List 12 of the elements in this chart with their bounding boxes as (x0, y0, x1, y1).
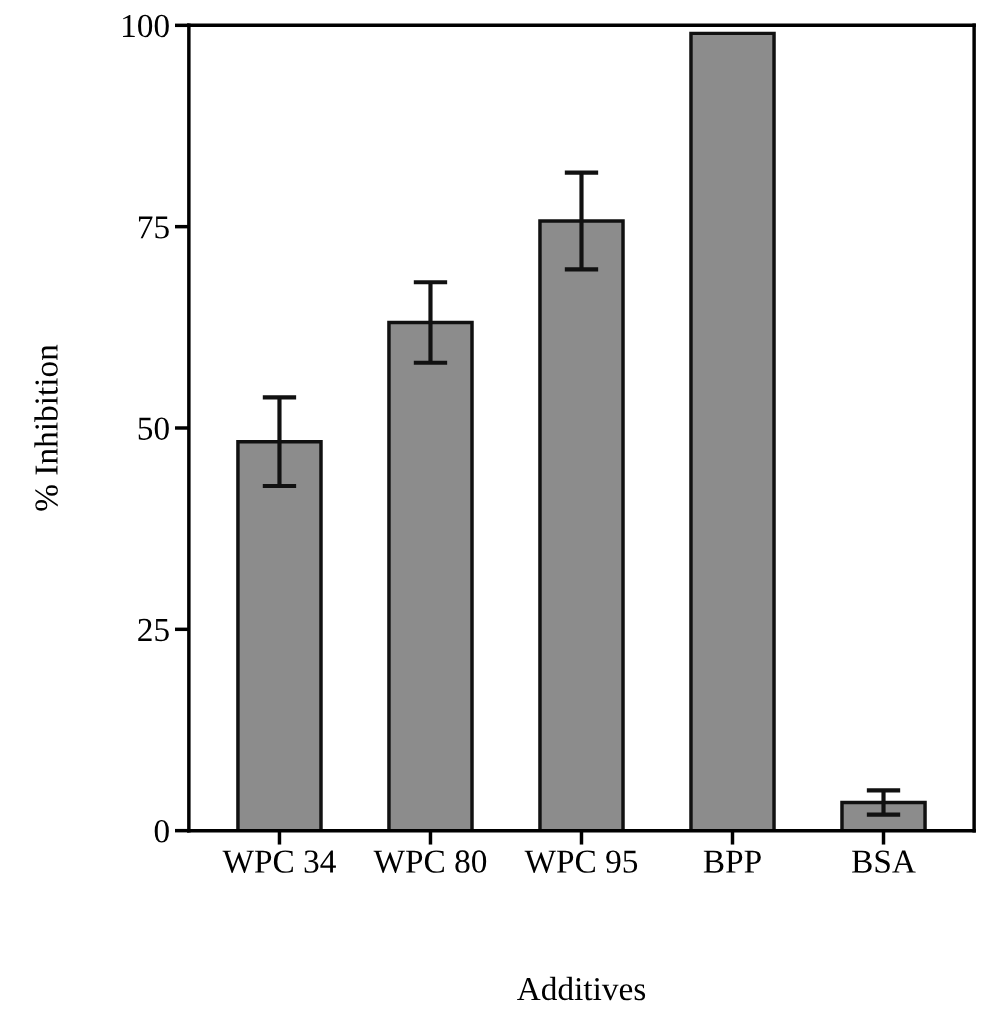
y-tick-label: 50 (138, 417, 169, 440)
y-axis-title: % Inhibition (34, 344, 58, 511)
x-tick-label: BPP (703, 850, 761, 873)
x-axis-title: Additives (517, 976, 646, 1001)
x-tick-label: WPC 34 (222, 850, 336, 874)
x-tick-label: BSA (852, 850, 916, 873)
y-tick-label: 100 (123, 14, 169, 38)
x-tick-label: WPC 95 (524, 850, 638, 874)
x-tick-label: WPC 80 (373, 850, 487, 874)
y-tick-label: 0 (154, 820, 169, 843)
y-tick-label: 25 (138, 618, 169, 642)
y-tick-label: 75 (138, 216, 169, 239)
